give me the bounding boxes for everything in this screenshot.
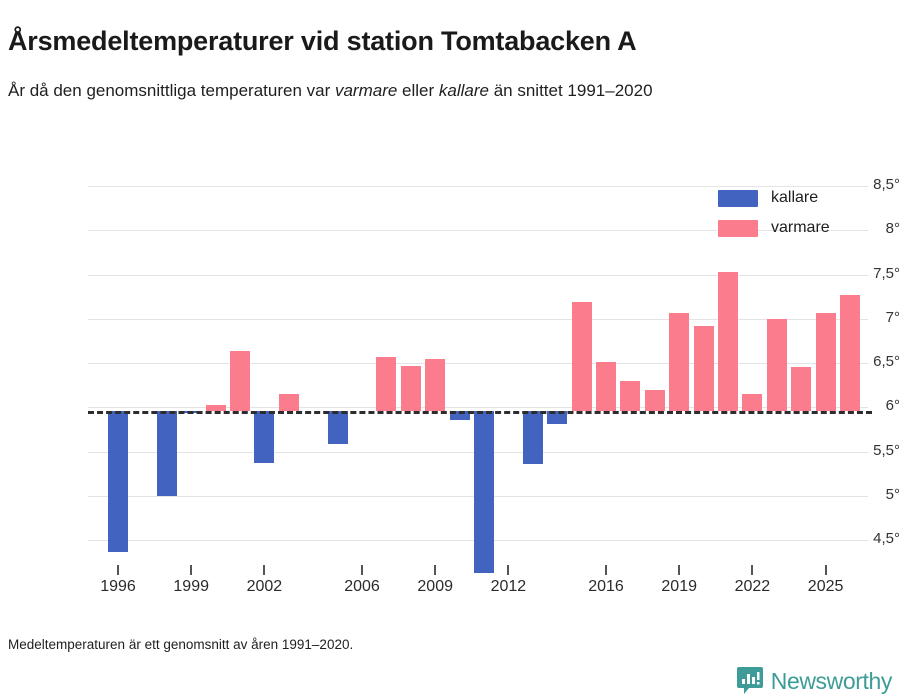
legend-label: kallare <box>771 189 819 206</box>
x-axis-tick-label: 2012 <box>490 578 527 595</box>
chart-footnote: Medeltemperaturen är ett genomsnitt av å… <box>8 637 354 652</box>
bar-2022[interactable] <box>742 393 763 411</box>
bar-2007[interactable] <box>376 356 397 411</box>
page-title: Årsmedeltemperaturer vid station Tomtaba… <box>8 26 637 57</box>
x-axis-tick <box>190 565 193 575</box>
bar-2008[interactable] <box>400 365 421 411</box>
x-axis-tick-label: 2019 <box>661 578 697 595</box>
legend-item-kallare[interactable]: kallare <box>718 183 898 213</box>
gridline <box>88 186 868 187</box>
x-axis-tick <box>824 565 827 575</box>
x-axis-tick <box>605 565 607 575</box>
bar-2016[interactable] <box>596 362 616 411</box>
gridline <box>88 407 868 409</box>
chart-plot-area: 4,5° 5° 5,5° 6° 6,5° 7° 7,5° 8° 8,5° <box>0 160 900 590</box>
x-axis-tick <box>263 565 266 575</box>
bar-2011[interactable] <box>474 410 494 573</box>
bar-2025[interactable] <box>815 312 836 411</box>
x-axis-tick <box>507 565 510 575</box>
y-axis-tick-label: 7° <box>885 308 900 326</box>
newsworthy-logo[interactable]: Newsworthy <box>736 666 893 696</box>
x-axis-tick-label: 2006 <box>344 578 380 595</box>
bar-2003[interactable] <box>278 393 299 411</box>
y-axis-tick-label: 5° <box>885 485 900 503</box>
bar-2002[interactable] <box>254 410 275 463</box>
legend-swatch-varmare <box>718 219 758 237</box>
bar-2000[interactable] <box>205 405 226 411</box>
gridline <box>88 363 868 364</box>
bar-2005[interactable] <box>327 410 348 445</box>
chart-subtitle: År då den genomsnittliga temperaturen va… <box>8 78 848 104</box>
x-axis-tick <box>117 565 119 575</box>
y-axis-tick-label: 8,5° <box>873 176 900 193</box>
subtitle-emphasis-varmare: varmare <box>334 81 398 100</box>
subtitle-text-1: År då den genomsnittliga temperaturen va… <box>8 81 335 100</box>
bar-2010[interactable] <box>449 410 470 420</box>
y-axis-tick-label: 6° <box>885 397 900 415</box>
subtitle-text-2: eller <box>397 81 439 100</box>
bar-2018[interactable] <box>644 390 665 411</box>
bar-2015[interactable] <box>571 301 592 411</box>
bar-2019[interactable] <box>669 313 690 411</box>
gridline <box>88 230 868 232</box>
bar-chart-speech-bubble-icon <box>736 667 763 694</box>
bar-2024[interactable] <box>791 366 812 411</box>
legend-swatch-kallare <box>718 189 758 207</box>
x-axis-tick-label: 2025 <box>807 578 844 595</box>
legend-item-varmare[interactable]: varmare <box>718 213 898 243</box>
y-axis-tick-label: 4,5° <box>873 530 900 547</box>
bar-2021[interactable] <box>718 271 738 411</box>
bar-2017[interactable] <box>620 380 641 411</box>
x-axis-tick-label: 2002 <box>246 578 283 595</box>
subtitle-emphasis-kallare: kallare <box>438 81 489 100</box>
y-axis-tick-label: 6,5° <box>873 353 900 370</box>
bar-2001[interactable] <box>230 350 250 411</box>
x-axis: 1996 1999 2002 2006 2009 2012 2016 2019 2022 2025 <box>0 560 900 610</box>
x-axis-tick-label: 1999 <box>173 578 209 595</box>
y-axis-tick-label: 8° <box>885 220 900 238</box>
x-axis-tick <box>751 565 754 575</box>
legend-label: varmare <box>771 219 830 236</box>
x-axis-tick <box>361 565 363 575</box>
bar-1996[interactable] <box>108 410 128 553</box>
bar-2023[interactable] <box>766 318 787 411</box>
bar-2013[interactable] <box>522 410 543 464</box>
y-axis-tick-label: 7,5° <box>873 264 900 282</box>
y-axis-tick-label: 5,5° <box>873 441 900 459</box>
x-axis-tick-label: 2009 <box>417 578 453 595</box>
x-axis-tick <box>678 565 681 575</box>
bar-2009[interactable] <box>425 358 446 411</box>
x-axis-tick <box>434 565 437 575</box>
gridline <box>88 274 868 276</box>
x-axis-tick-label: 2016 <box>588 578 624 595</box>
x-axis-tick-label: 2022 <box>734 578 771 595</box>
bar-2026[interactable] <box>840 294 860 411</box>
average-baseline <box>88 410 872 414</box>
subtitle-text-3: än snittet 1991–2020 <box>489 81 653 100</box>
gridline <box>88 318 868 320</box>
x-axis-tick-label: 1996 <box>100 578 136 595</box>
bar-1998[interactable] <box>156 410 177 496</box>
chart-legend: kallare varmare <box>718 183 898 243</box>
bar-2014[interactable] <box>547 410 568 425</box>
bar-2020[interactable] <box>693 325 714 411</box>
brand-name: Newsworthy <box>770 667 893 694</box>
